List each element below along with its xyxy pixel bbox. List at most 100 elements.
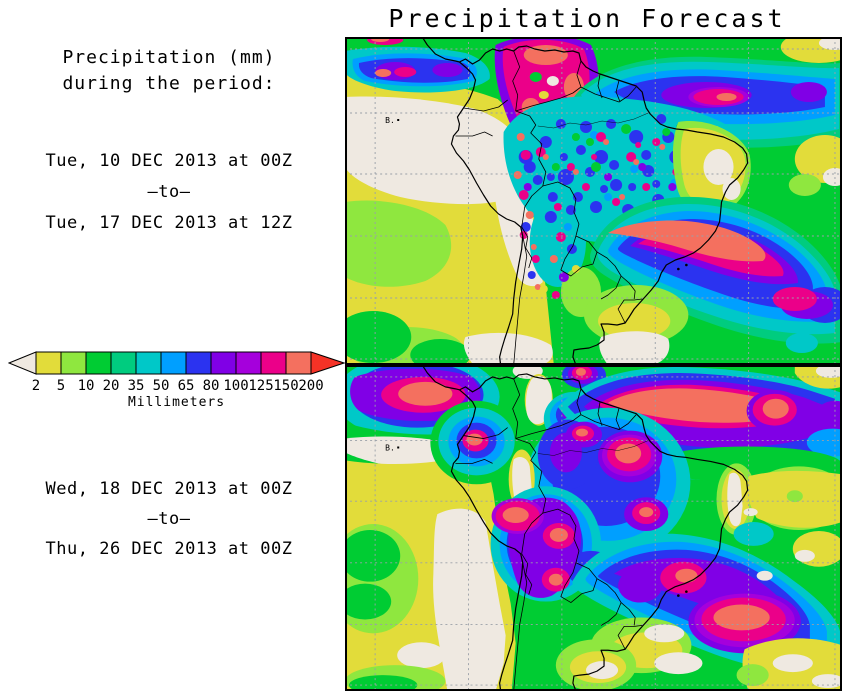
precip-speckle <box>659 144 666 150</box>
legend-arrow <box>310 351 345 375</box>
precip-map-week2: B. <box>345 365 842 691</box>
legend-tick: 65 <box>177 378 195 394</box>
precip-speckle <box>585 138 595 146</box>
precip-speckle <box>619 194 626 200</box>
precip-speckle <box>571 265 580 273</box>
precip-field-week2 <box>345 365 842 691</box>
precip-speckle <box>572 169 579 175</box>
precip-speckle <box>549 255 558 263</box>
precip-speckle <box>626 152 637 162</box>
precip-speckle <box>553 203 562 211</box>
legend-tick: 50 <box>152 378 170 394</box>
precip-speckle <box>571 133 580 141</box>
legend-colorbar <box>8 351 345 375</box>
precip-speckle <box>668 183 677 191</box>
precip-speckle <box>551 163 560 171</box>
precip-speckle <box>539 136 552 148</box>
precip-speckle <box>642 183 651 191</box>
precip-speckle <box>520 150 531 160</box>
legend-segment <box>185 351 212 375</box>
precip-speckle <box>513 171 522 179</box>
precip-speckle <box>527 271 536 279</box>
precip-speckle <box>563 223 572 231</box>
precip-speckle <box>612 198 621 206</box>
legend-arrow <box>8 351 37 375</box>
precip-speckle <box>534 284 541 290</box>
precip-speckle <box>535 147 546 157</box>
precip-speckle <box>544 211 557 223</box>
precip-speckle <box>596 132 607 142</box>
precip-speckle <box>628 183 637 191</box>
map-frame <box>345 365 842 691</box>
legend-segment <box>60 351 87 375</box>
legend-unit-label: Millimeters <box>127 395 226 410</box>
legend-segment <box>210 351 237 375</box>
precip-field-week1 <box>345 37 842 365</box>
legend-tick: 150 <box>273 378 299 394</box>
precip-speckle <box>652 138 661 146</box>
precip-speckle <box>600 185 609 193</box>
panel2-start-date: Wed, 18 DEC 2013 at 00Z <box>45 479 293 499</box>
legend-ticks: 2 5 10 20 35 50 65 80 100 125 150 200 <box>8 378 345 394</box>
panel2-end-date: Thu, 26 DEC 2013 at 00Z <box>45 539 293 559</box>
panel2-to-separator: —to— <box>147 509 191 529</box>
precip-speckle <box>559 153 568 161</box>
precip-speckle <box>581 183 590 191</box>
legend-tick: 35 <box>127 378 145 394</box>
precip-speckle <box>604 193 613 201</box>
precip-speckle <box>606 119 617 129</box>
precip-speckle <box>575 145 586 155</box>
subtitle-line-2: during the period: <box>62 73 276 94</box>
precip-speckle <box>557 169 574 185</box>
legend-tick: 80 <box>202 378 220 394</box>
precip-speckle <box>518 190 529 200</box>
precip-speckle <box>566 244 577 254</box>
legend-tick: 200 <box>298 378 324 394</box>
precip-speckle <box>656 114 667 124</box>
precip-speckle <box>590 162 602 172</box>
precip-map-week1: B. <box>345 37 842 365</box>
legend-tick: 20 <box>102 378 120 394</box>
precip-speckle <box>555 232 566 242</box>
map-frame <box>345 37 842 365</box>
legend-segment <box>85 351 112 375</box>
precip-speckle <box>558 272 569 282</box>
precip-speckle <box>546 173 555 181</box>
legend-tick: 5 <box>56 378 66 394</box>
precip-speckle <box>579 121 592 133</box>
panel1-to-separator: —to— <box>147 182 191 202</box>
precip-speckle <box>633 159 640 165</box>
precip-speckle <box>525 211 534 219</box>
legend-tick: 2 <box>31 378 41 394</box>
precip-speckle <box>621 124 632 134</box>
legend-segment <box>135 351 162 375</box>
precip-speckle <box>662 128 671 136</box>
legend-segment <box>110 351 137 375</box>
precip-speckle <box>532 175 543 185</box>
precip-speckle <box>565 205 576 215</box>
legend-tick: 100 <box>223 378 249 394</box>
panel1-end-date: Tue, 17 DEC 2013 at 12Z <box>45 213 293 233</box>
precip-speckle <box>635 142 642 148</box>
precip-speckle <box>629 130 644 144</box>
precip-speckle <box>589 201 603 213</box>
precip-speckle <box>594 150 609 164</box>
precip-speckle <box>542 154 549 160</box>
precip-speckle <box>610 179 623 191</box>
precip-speckle <box>638 163 647 171</box>
precip-speckle <box>604 173 613 181</box>
chart-title: Precipitation Forecast <box>388 4 786 33</box>
island-label: B. <box>385 116 395 125</box>
precip-speckle <box>652 180 661 188</box>
precip-speckle <box>523 183 532 191</box>
legend-tick: 10 <box>77 378 95 394</box>
precip-speckle <box>539 285 548 293</box>
legend-tick: 125 <box>248 378 274 394</box>
legend-segment <box>160 351 187 375</box>
precip-speckle <box>641 150 652 160</box>
precip-speckle <box>590 154 598 160</box>
precip-speckle <box>572 192 583 202</box>
precip-speckle <box>630 165 639 173</box>
precip-speckle <box>531 255 540 263</box>
precip-speckle <box>603 139 610 145</box>
